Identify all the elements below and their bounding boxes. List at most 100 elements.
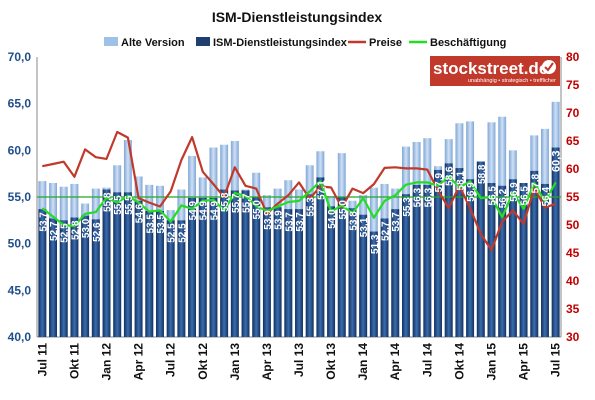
data-label: 52,5 bbox=[177, 223, 188, 243]
y-left-tick-label: 40,0 bbox=[8, 330, 32, 344]
bar-ism-index bbox=[337, 197, 346, 337]
bar-ism-index bbox=[327, 206, 336, 337]
data-label: 55,3 bbox=[306, 197, 317, 217]
bar-ism-index bbox=[305, 194, 314, 337]
checkmark-icon-tick bbox=[544, 62, 554, 72]
data-label: 56,2 bbox=[498, 188, 509, 208]
bar-ism-index bbox=[348, 208, 357, 337]
watermark-tagline: unabhängig • strategisch • trefflicher bbox=[468, 78, 556, 84]
x-tick-label: Jul 14 bbox=[420, 343, 434, 377]
y-left-tick-label: 55,0 bbox=[8, 190, 32, 204]
data-label: 58,1 bbox=[455, 171, 466, 191]
x-tick-label: Apr 12 bbox=[132, 343, 146, 381]
data-label: 53,5 bbox=[156, 214, 167, 234]
legend-label-preise: Preise bbox=[369, 37, 402, 49]
bar-ism-index bbox=[508, 179, 517, 337]
bar-ism-index bbox=[519, 183, 528, 337]
y-left-tick-label: 70,0 bbox=[8, 50, 32, 64]
bar-ism-index bbox=[177, 220, 186, 337]
data-label: 58,6 bbox=[445, 166, 456, 186]
line-beschaeftigung bbox=[41, 175, 557, 228]
y-left-tick-label: 45,0 bbox=[8, 283, 32, 297]
bar-ism-index bbox=[241, 190, 250, 337]
bar-ism-index bbox=[423, 184, 432, 337]
data-label: 55,0 bbox=[338, 200, 349, 220]
bar-ism-index bbox=[166, 220, 175, 337]
bar-ism-index bbox=[476, 161, 485, 337]
bar-ism-index bbox=[145, 211, 154, 337]
bar-ism-index bbox=[91, 219, 100, 337]
bar-ism-index bbox=[49, 218, 57, 337]
x-tick-label: Jan 15 bbox=[484, 343, 498, 381]
data-label: 56,5 bbox=[520, 186, 531, 206]
bar-ism-index bbox=[230, 190, 239, 337]
bar-ism-index bbox=[466, 179, 475, 337]
data-label: 56,4 bbox=[541, 187, 552, 207]
data-label: 54,6 bbox=[135, 203, 146, 223]
bar-ism-index bbox=[551, 147, 560, 337]
data-label: 54,9 bbox=[188, 201, 199, 221]
bar-ism-index bbox=[59, 220, 68, 337]
watermark-brand: stockstreet.de bbox=[433, 59, 548, 78]
data-label: 55,8 bbox=[103, 192, 114, 212]
bar-ism-index bbox=[487, 183, 496, 337]
y-axis-left-ticks: 40,0 45,0 50,0 55,0 60,0 65,0 70,0 bbox=[8, 50, 32, 344]
data-label: 57,1 bbox=[316, 180, 327, 200]
y-left-tick-label: 65,0 bbox=[8, 97, 32, 111]
data-label: 56,3 bbox=[413, 187, 424, 207]
data-label: 52,5 bbox=[167, 223, 178, 243]
data-label: 55,8 bbox=[220, 192, 231, 212]
bar-ism-index bbox=[113, 192, 122, 337]
bar-ism-index bbox=[220, 189, 229, 337]
data-label: 56,5 bbox=[487, 186, 498, 206]
data-label: 55,7 bbox=[242, 193, 253, 213]
x-tick-label: Apr 15 bbox=[517, 343, 531, 381]
bar-ism-index bbox=[273, 207, 282, 337]
data-label: 53,1 bbox=[359, 217, 370, 237]
bar-ism-index bbox=[444, 163, 453, 337]
bar-ism-index bbox=[284, 209, 293, 337]
data-label: 54,9 bbox=[199, 201, 210, 221]
data-label: 52,8 bbox=[70, 220, 81, 240]
data-label: 58,8 bbox=[477, 164, 488, 184]
y-right-tick-label: 60 bbox=[566, 162, 580, 176]
data-label: 53,5 bbox=[145, 214, 156, 234]
x-tick-label: Apr 13 bbox=[260, 343, 274, 381]
y-right-tick-label: 80 bbox=[566, 50, 580, 64]
data-label: 53,7 bbox=[284, 212, 295, 232]
y-axis-right-ticks: 30 35 40 45 50 55 60 65 70 75 80 bbox=[566, 50, 580, 344]
legend-label-ism-index: ISM-Dienstleistungsindex bbox=[213, 37, 348, 49]
data-label: 56,9 bbox=[466, 182, 477, 202]
bar-ism-index bbox=[81, 215, 90, 337]
y-right-tick-label: 75 bbox=[566, 78, 580, 92]
bar-ism-index bbox=[295, 209, 303, 337]
x-tick-label: Jul 12 bbox=[164, 343, 178, 377]
bar-ism-index bbox=[209, 197, 218, 337]
x-tick-label: Jan 13 bbox=[228, 343, 242, 381]
line-preise bbox=[42, 130, 557, 252]
legend-label-alte-version: Alte Version bbox=[121, 37, 185, 49]
line-series bbox=[41, 130, 557, 252]
data-label: 53,7 bbox=[391, 212, 402, 232]
y-right-tick-label: 45 bbox=[566, 246, 580, 260]
data-label: 53,0 bbox=[81, 218, 92, 238]
x-tick-label: Apr 14 bbox=[388, 343, 402, 381]
data-label: 53,9 bbox=[263, 210, 274, 230]
data-label: 55,0 bbox=[252, 200, 263, 220]
data-label: 57,8 bbox=[530, 173, 541, 193]
bar-ism-index bbox=[434, 169, 442, 337]
bar-ism-index bbox=[391, 209, 400, 337]
data-label: 55,5 bbox=[113, 195, 124, 215]
stockstreet-watermark: stockstreet.de unabhängig • strategisch … bbox=[430, 56, 560, 86]
data-label: 54,0 bbox=[327, 209, 338, 229]
y-right-tick-label: 65 bbox=[566, 134, 580, 148]
legend-swatch-ism-index bbox=[196, 37, 210, 46]
legend-swatch-alte-version bbox=[104, 37, 118, 46]
x-tick-label: Okt 12 bbox=[196, 343, 210, 380]
bar-ism-index bbox=[455, 168, 464, 337]
data-label: 52,6 bbox=[92, 222, 103, 242]
bar-ism-index bbox=[38, 209, 47, 337]
data-label: 52,7 bbox=[49, 221, 60, 241]
y-left-tick-label: 60,0 bbox=[8, 143, 32, 157]
legend-label-beschaeftigung: Beschäftigung bbox=[430, 37, 506, 49]
